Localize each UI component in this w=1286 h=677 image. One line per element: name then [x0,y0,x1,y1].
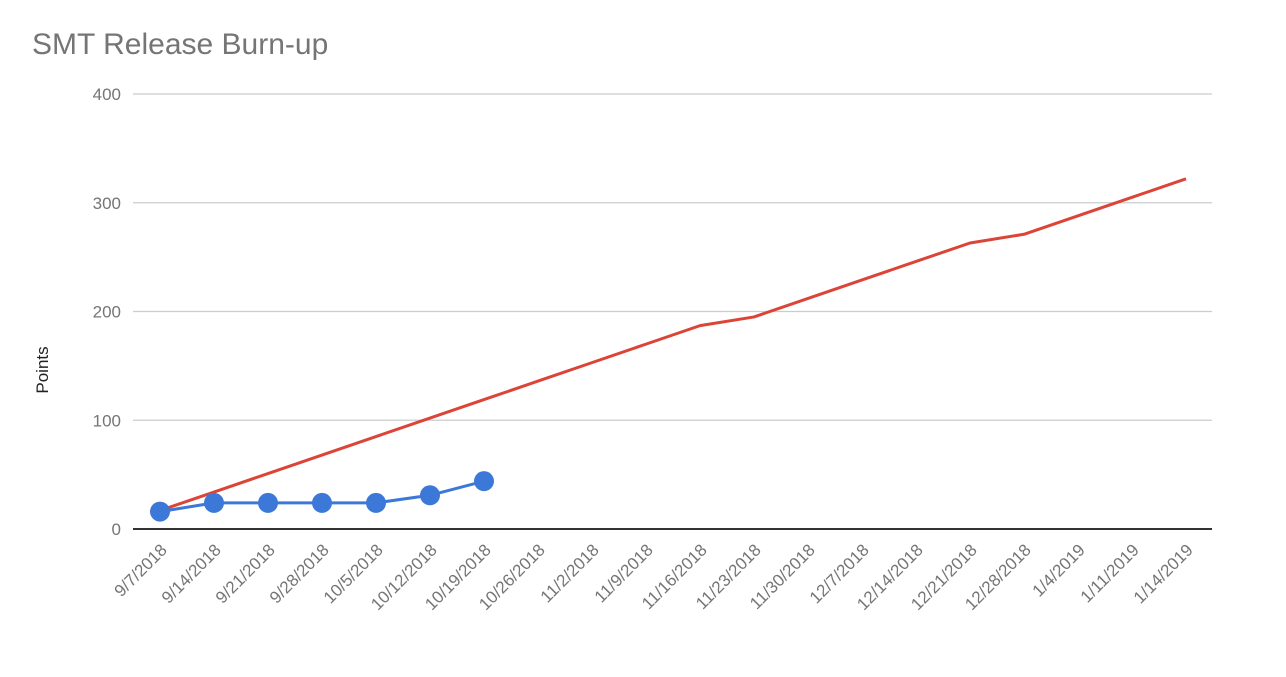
y-tick-label: 400 [93,85,121,104]
data-point [258,492,278,513]
data-point [312,492,332,513]
data-point [150,501,170,522]
y-tick-label: 200 [93,303,121,322]
x-tick-label: 1/14/2019 [1130,540,1197,607]
series-line-0 [159,177,1187,512]
data-point [204,492,224,513]
data-point [366,492,386,513]
y-tick-label: 0 [112,520,121,539]
chart-title: SMT Release Burn-up [32,28,328,61]
data-point [420,485,440,506]
y-tick-label: 300 [93,194,121,213]
y-tick-label: 100 [93,411,121,430]
y-axis-label: Points [33,346,52,393]
data-point [474,471,494,492]
x-tick-label: 11/2/2018 [537,540,603,606]
